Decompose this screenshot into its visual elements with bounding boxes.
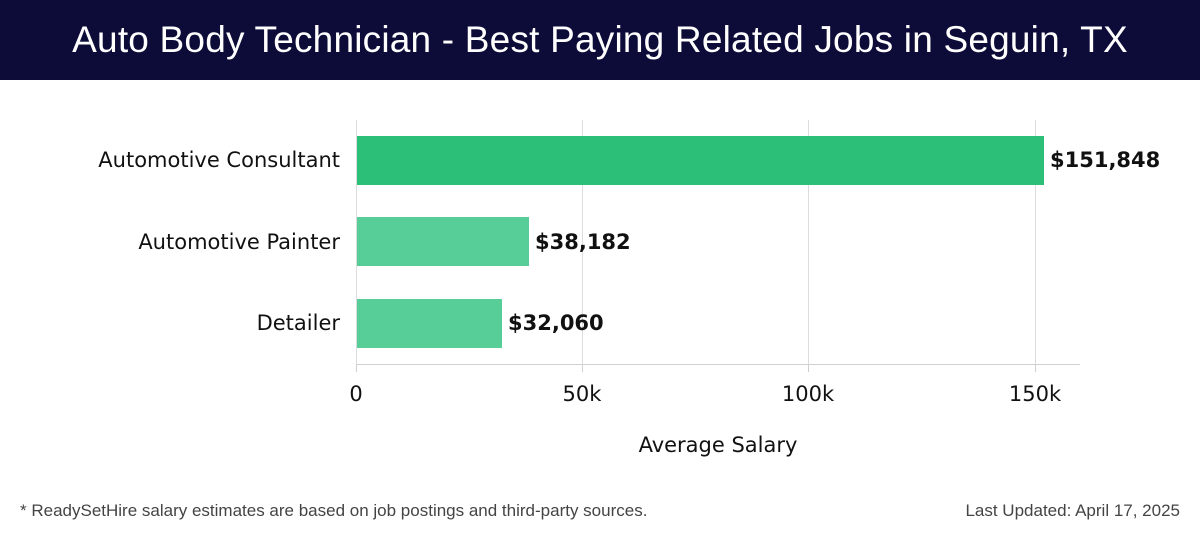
x-axis-line: [356, 364, 1080, 365]
x-tick-label-50k: 50k: [562, 382, 602, 406]
x-tick-150k: [1035, 364, 1036, 372]
x-tick-label-0: 0: [349, 382, 363, 406]
x-tick-label-100k: 100k: [781, 382, 835, 406]
gridline-0: [356, 120, 357, 372]
category-label-detailer: Detailer: [256, 311, 340, 335]
bar-value-detailer: $32,060: [508, 311, 604, 335]
x-tick-100k: [808, 364, 809, 372]
gridline-50k: [582, 120, 583, 372]
bar-chart: 0 50k 100k 150k Average Salary Automotiv…: [0, 80, 1200, 490]
category-label-automotive-consultant: Automotive Consultant: [98, 148, 340, 172]
footer-disclaimer: * ReadySetHire salary estimates are base…: [20, 501, 648, 520]
gridline-100k: [808, 120, 809, 372]
x-tick-label-150k: 150k: [1008, 382, 1062, 406]
chart-header: Auto Body Technician - Best Paying Relat…: [0, 0, 1200, 80]
gridline-150k: [1035, 120, 1036, 372]
x-axis-title: Average Salary: [638, 433, 798, 457]
bar-detailer: [357, 299, 502, 348]
x-tick-0: [356, 364, 357, 372]
footer-last-updated: Last Updated: April 17, 2025: [965, 501, 1180, 520]
x-tick-50k: [582, 364, 583, 372]
category-label-automotive-painter: Automotive Painter: [138, 230, 340, 254]
bar-value-automotive-painter: $38,182: [535, 230, 631, 254]
bar-automotive-consultant: [357, 136, 1044, 185]
bar-automotive-painter: [357, 217, 529, 266]
chart-title: Auto Body Technician - Best Paying Relat…: [72, 19, 1128, 60]
bar-value-automotive-consultant: $151,848: [1050, 148, 1161, 172]
